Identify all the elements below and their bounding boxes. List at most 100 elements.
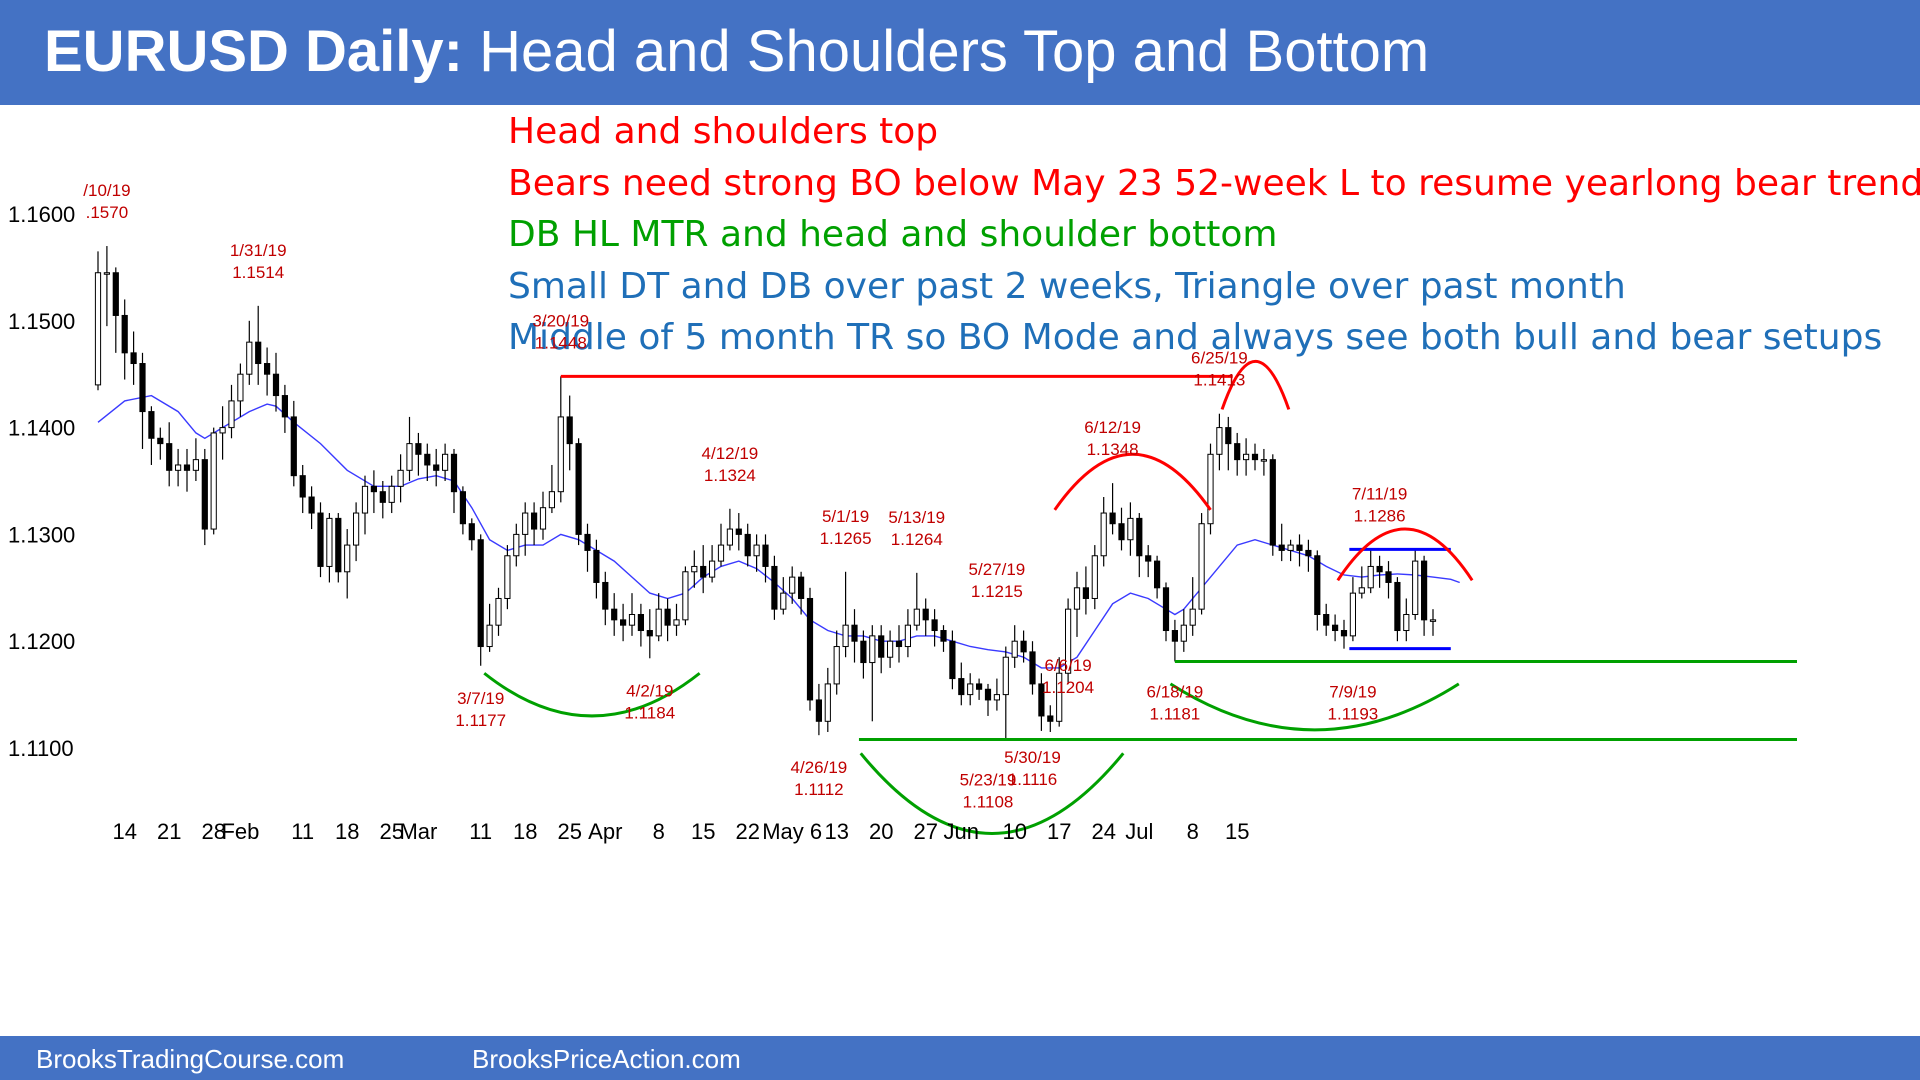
candle-body (1109, 512, 1116, 525)
y-axis-tick-label: 1.1100 (8, 736, 74, 761)
candle (192, 438, 200, 481)
candle-body (183, 464, 191, 471)
x-axis-tick-label: 11 (291, 819, 314, 844)
candle (1367, 549, 1374, 594)
candle (1216, 413, 1223, 471)
candle (575, 438, 582, 546)
candle-body (1180, 624, 1187, 642)
candle (388, 475, 395, 514)
candle (1314, 550, 1321, 631)
candle (379, 481, 386, 519)
candle-body (1207, 453, 1214, 525)
candle-body (833, 646, 840, 685)
y-axis-tick-label: 1.1600 (8, 202, 75, 227)
candle-body (1412, 560, 1419, 616)
candle (103, 246, 111, 327)
candle (1287, 539, 1294, 562)
candle (806, 587, 814, 711)
candle (1065, 598, 1072, 684)
candle (1162, 582, 1170, 642)
candle-body (299, 475, 306, 498)
x-axis-tick-label: 18 (513, 819, 537, 844)
candle (1323, 603, 1330, 636)
candle (1340, 619, 1348, 649)
x-axis-tick-label: Apr (588, 819, 622, 844)
candle (913, 572, 920, 631)
x-axis-tick-label: 10 (1002, 819, 1026, 844)
swing-price-label: 1.1215 (971, 582, 1023, 601)
note-triangle: Small DT and DB over past 2 weeks, Trian… (508, 265, 1626, 307)
candle-body (344, 544, 351, 573)
candle-body (1073, 587, 1081, 610)
candle-body (913, 608, 920, 626)
candle (1269, 454, 1276, 556)
candle-body (753, 544, 760, 557)
page-title: EURUSD Daily: Head and Shoulders Top and… (44, 18, 1429, 85)
candle-body (103, 272, 111, 275)
candle-body (824, 683, 831, 722)
x-axis-tick-label: 28 (201, 819, 225, 844)
moving-average-line (97, 394, 1460, 669)
swing-price-label: 1.1181 (1150, 704, 1201, 723)
candle-body (815, 699, 822, 722)
x-axis-tick-label: 13 (824, 819, 848, 844)
candle (477, 534, 484, 666)
candle-body (575, 443, 582, 535)
candle (878, 625, 885, 674)
page-title-rest: Head and Shoulders Top and Bottom (462, 19, 1430, 84)
footer-right-link[interactable]: BrooksPriceAction.com (472, 1044, 741, 1074)
candle-body (539, 507, 547, 530)
candle-body (709, 560, 716, 578)
candle-body (139, 363, 146, 413)
candle-body (1421, 560, 1428, 621)
candle (335, 513, 342, 583)
swing-price-label: 1.1324 (704, 466, 756, 485)
candle (1100, 497, 1107, 567)
candle (824, 667, 831, 732)
candle-body (1002, 656, 1009, 696)
head-arc-june (1220, 360, 1291, 410)
candle-body (1091, 555, 1098, 599)
candle (1403, 598, 1410, 642)
swing-date-label: 3/20/19 (532, 311, 589, 330)
swing-date-label: 7/9/19 (1329, 683, 1376, 702)
swing-price-label: 1.1264 (891, 530, 943, 549)
footer-left-link[interactable]: BrooksTradingCourse.com (36, 1044, 345, 1074)
candle (1029, 641, 1036, 695)
note-head-shoulders-top: Head and shoulders top (508, 111, 939, 152)
candle (539, 491, 547, 540)
candle-body (1385, 571, 1392, 583)
candle-body (1243, 453, 1250, 461)
candle (1038, 673, 1045, 731)
candle-body (655, 608, 662, 637)
candle (1154, 555, 1161, 599)
candle (842, 571, 849, 658)
candle-body (1340, 630, 1348, 637)
candle (940, 625, 947, 652)
shoulder-arc-june (1053, 452, 1212, 511)
swing-price-label: 1.1204 (1042, 678, 1094, 697)
candle-body (1136, 517, 1143, 557)
candle-body (1376, 565, 1383, 573)
candle (691, 550, 698, 588)
candle-body (264, 363, 271, 375)
candle-body (958, 678, 965, 696)
candle (1358, 566, 1365, 599)
candle-body (789, 576, 796, 594)
candle-body (370, 485, 377, 493)
candle-body (219, 427, 226, 434)
candle-body (504, 555, 511, 599)
candle-body (442, 453, 449, 471)
candle (860, 630, 867, 679)
candle-body (762, 544, 769, 567)
candle-body (1225, 427, 1232, 445)
candle-body (682, 571, 689, 621)
candle (762, 534, 769, 583)
candle (717, 523, 725, 567)
candle-body (353, 512, 360, 546)
bottom-arc-may (859, 752, 1125, 835)
candle (851, 609, 858, 663)
candle-body (798, 576, 805, 599)
candle (130, 331, 137, 385)
swing-date-label: 6/12/19 (1084, 418, 1141, 437)
